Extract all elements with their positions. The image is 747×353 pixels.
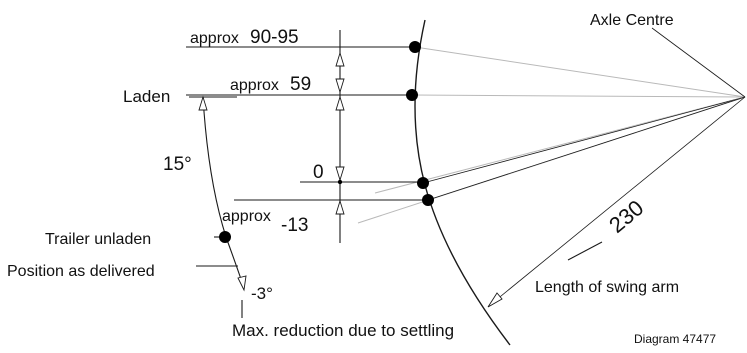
label-approx-59-value: 59 bbox=[290, 74, 311, 95]
label-length-of-swing-arm: Length of swing arm bbox=[535, 279, 679, 296]
line-230 bbox=[567, 241, 603, 261]
label-zero: 0 bbox=[313, 162, 324, 183]
ray-to-59 bbox=[411, 94, 746, 98]
dot-trailer-unladen bbox=[219, 231, 231, 243]
axle-centre-leader bbox=[651, 27, 746, 98]
label-trailer-unladen: Trailer unladen bbox=[45, 231, 151, 248]
label-angle-minus3: -3° bbox=[251, 284, 273, 303]
angle-arc-path bbox=[202, 96, 245, 289]
arrow-minus3 bbox=[237, 275, 247, 292]
arrow-down-to-0 bbox=[335, 166, 345, 182]
zero-point bbox=[337, 179, 343, 185]
arrow-up-to-0 bbox=[335, 199, 345, 215]
reference-lines bbox=[186, 46, 428, 318]
label-max-reduction: Max. reduction due to settling bbox=[232, 321, 454, 340]
arrow-down-to-59 bbox=[335, 78, 345, 94]
dot-minus13 bbox=[422, 194, 434, 206]
label-position-delivered: Position as delivered bbox=[7, 263, 155, 280]
axle-rays bbox=[357, 27, 746, 306]
vertical-dimension bbox=[335, 30, 345, 243]
label-dimension-230: 230 bbox=[604, 195, 648, 238]
arrow-up-to-59b bbox=[335, 95, 345, 111]
arrow-swing-arm bbox=[487, 292, 503, 308]
label-axle-centre: Axle Centre bbox=[590, 12, 674, 29]
label-approx-90-95-value: 90-95 bbox=[250, 27, 299, 48]
arrow-laden bbox=[198, 95, 208, 111]
ray-to-0-black bbox=[422, 96, 746, 184]
label-approx-13-prefix: approx bbox=[222, 208, 271, 225]
dot-90-95 bbox=[409, 41, 421, 53]
label-diagram-number: Diagram 47477 bbox=[634, 332, 716, 346]
dot-0 bbox=[417, 177, 429, 189]
arrow-up-to-59 bbox=[335, 51, 345, 67]
label-angle-15: 15° bbox=[163, 154, 192, 175]
angle-arc bbox=[198, 95, 247, 292]
swing-arm-line bbox=[489, 96, 746, 306]
ray-to-0 bbox=[374, 96, 746, 194]
position-dots bbox=[219, 41, 434, 243]
label-approx-13-value: -13 bbox=[281, 215, 308, 236]
label-approx-90-95-prefix: approx bbox=[190, 30, 239, 47]
label-laden: Laden bbox=[123, 87, 170, 106]
ray-to-minus13-black bbox=[427, 96, 746, 201]
dot-59 bbox=[406, 89, 418, 101]
ray-to-90-95 bbox=[414, 46, 746, 98]
label-approx-59-prefix: approx bbox=[230, 77, 279, 94]
